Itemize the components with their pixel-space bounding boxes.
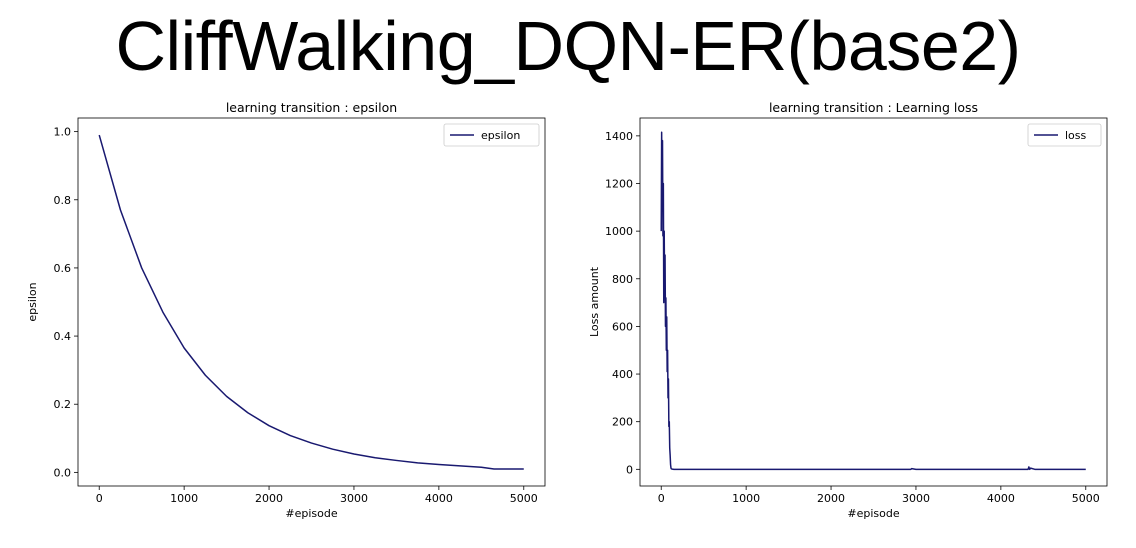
y-tick-label: 0.8 [54, 194, 72, 207]
y-tick-label: 400 [612, 368, 633, 381]
y-tick-label: 1200 [605, 178, 633, 191]
x-tick-label: 1000 [732, 492, 760, 505]
y-tick-label: 0.2 [54, 398, 72, 411]
axes-frame [639, 117, 1108, 487]
x-axis-label: #episode [847, 507, 899, 520]
legend: loss [1027, 123, 1102, 147]
y-tick-label: 1400 [605, 130, 633, 143]
y-tick-label: 1000 [605, 225, 633, 238]
y-tick-label: 0 [626, 463, 633, 476]
x-tick-label: 3000 [340, 492, 368, 505]
x-tick-label: 5000 [1072, 492, 1100, 505]
series-line-loss [660, 131, 1086, 471]
x-tick-label: 2000 [817, 492, 845, 505]
y-tick-label: 600 [612, 320, 633, 333]
x-tick-label: 1000 [170, 492, 198, 505]
legend-box [1027, 123, 1102, 147]
epsilon-chart: learning transition : epsilon 0 1000 2000 30… [26, 100, 546, 520]
loss-chart: learning transition : Learning loss 0 1000… [588, 100, 1108, 520]
y-tick-label: 200 [612, 416, 633, 429]
x-tick-label: 0 [96, 492, 103, 505]
x-tick-label: 3000 [902, 492, 930, 505]
y-axis-label: epsilon [26, 282, 39, 321]
x-tick-label: 0 [658, 492, 665, 505]
x-tick-label: 2000 [255, 492, 283, 505]
plot-title: learning transition : Learning loss [769, 100, 978, 115]
legend-label: epsilon [481, 129, 520, 142]
x-tick-label: 4000 [987, 492, 1015, 505]
legend: epsilon [443, 123, 540, 147]
figure-title: CliffWalking_DQN-ER(base2) [115, 7, 1021, 85]
legend-label: loss [1065, 129, 1087, 142]
axes-frame [77, 117, 546, 487]
x-tick-label: 5000 [510, 492, 538, 505]
x-axis-label: #episode [285, 507, 337, 520]
x-tick-label: 4000 [425, 492, 453, 505]
y-tick-label: 1.0 [54, 126, 72, 139]
plot-title: learning transition : epsilon [226, 100, 397, 115]
y-tick-label: 0.0 [54, 466, 72, 479]
legend-box [443, 123, 540, 147]
y-tick-label: 0.4 [54, 330, 72, 343]
y-axis-label: Loss amount [588, 266, 601, 337]
series-line-epsilon [98, 134, 524, 470]
y-tick-label: 800 [612, 273, 633, 286]
y-tick-label: 0.6 [54, 262, 72, 275]
